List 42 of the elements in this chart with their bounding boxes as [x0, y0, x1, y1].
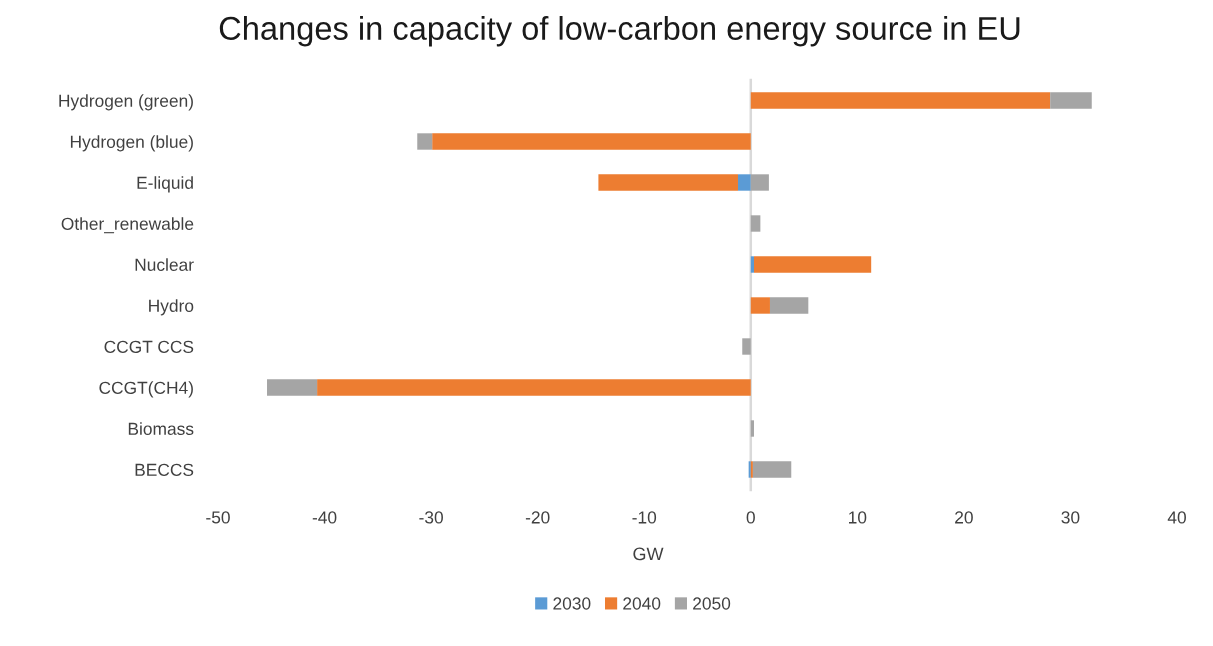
bar	[753, 256, 872, 273]
y-tick-label: Hydrogen (green)	[59, 94, 193, 111]
bar	[598, 174, 738, 191]
x-tick-label: -10	[632, 511, 657, 524]
bar	[752, 461, 792, 478]
bar	[1050, 92, 1092, 109]
x-tick-label: 30	[1061, 511, 1080, 524]
y-tick-label: Hydrogen (blue)	[70, 135, 193, 152]
y-tick-label: BECCS	[135, 463, 194, 476]
bar	[267, 379, 318, 396]
bar	[417, 133, 433, 150]
bar	[750, 92, 1051, 109]
bar	[750, 215, 761, 232]
x-tick-label: -50	[206, 511, 230, 524]
bar	[750, 420, 754, 437]
bar	[750, 297, 770, 314]
x-tick-label: -40	[312, 511, 337, 524]
legend-label: 2030	[553, 597, 591, 610]
y-tick-label: Nuclear	[135, 258, 194, 271]
bar	[317, 379, 751, 396]
y-tick-label: E-liquid	[137, 176, 193, 193]
legend-label: 2040	[623, 597, 661, 610]
y-tick-label: CCGT(CH4)	[99, 381, 193, 398]
bar	[432, 133, 751, 150]
x-tick-label: 20	[955, 511, 973, 524]
y-tick-label: Hydro	[149, 299, 194, 316]
chart-title: Changes in capacity of low-carbon energy source in EU	[219, 16, 1020, 47]
x-tick-label: 0	[746, 511, 755, 524]
legend-label: 2050	[693, 597, 731, 610]
x-tick-label: 40	[1167, 511, 1186, 524]
y-tick-label: CCGT CCS	[104, 340, 194, 353]
x-axis-title: GW	[633, 547, 664, 561]
y-tick-label: Other_renewable	[61, 217, 194, 234]
x-tick-label: 10	[849, 511, 867, 524]
y-tick-label: Biomass	[128, 422, 194, 435]
bar	[737, 174, 751, 191]
x-tick-label: -30	[419, 511, 443, 524]
x-tick-label: -20	[525, 511, 550, 524]
bar	[769, 297, 809, 314]
bar	[750, 256, 754, 273]
bar	[742, 338, 751, 355]
bar	[750, 174, 769, 191]
